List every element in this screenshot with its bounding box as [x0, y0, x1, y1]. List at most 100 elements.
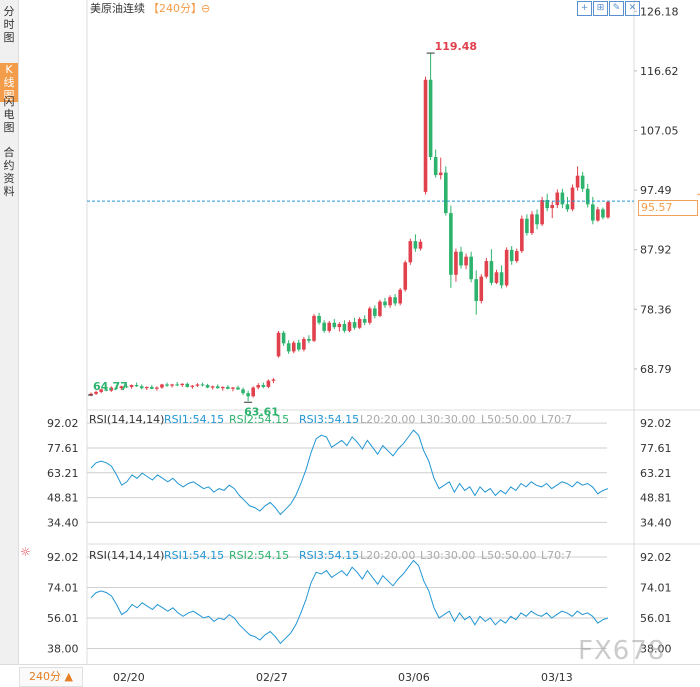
candle-body [175, 384, 179, 386]
candle-body [590, 204, 595, 221]
rsi-legend-item: RSI3:54.15 [299, 549, 359, 562]
candle-body [327, 322, 332, 331]
rsi-y-tick-label: 77.61 [640, 442, 672, 455]
candle-body [200, 384, 205, 386]
min-price-label: 63.61 [244, 405, 279, 418]
candle-body [570, 187, 575, 210]
draw-icon[interactable]: ✎ [609, 1, 624, 16]
rsi-title: RSI(14,14,14) [89, 549, 164, 562]
candle-body [509, 249, 514, 262]
candle-body [367, 308, 372, 323]
rsi-y-tick-label: 92.02 [640, 551, 672, 564]
last-price-badge: 95.57 [638, 200, 698, 216]
candle-body [286, 343, 291, 352]
candle-body [246, 393, 250, 397]
candle-body [226, 386, 230, 389]
candle-body [337, 324, 342, 328]
candle-body [388, 297, 392, 306]
y-tick-label: 87.92 [640, 244, 672, 257]
candle-body [606, 201, 610, 218]
y-tick-label: 107.05 [640, 125, 679, 138]
candle-body [134, 385, 139, 387]
candle-body [261, 385, 266, 387]
max-price-label: 119.48 [435, 40, 477, 53]
candle-body [580, 175, 585, 189]
candle-body [302, 338, 306, 350]
rsi-left-tick-label: 48.81 [47, 492, 79, 505]
rsi-legend-item: L70:7 [541, 549, 572, 562]
sidebar-tab-2[interactable]: 闪电图 [3, 95, 15, 134]
rsi-left-tick-label: 92.02 [47, 417, 79, 430]
candle-body [449, 213, 453, 275]
y-tick-label: 78.36 [640, 303, 672, 316]
candle-body [205, 385, 210, 388]
rsi-legend-item: RSI3:54.15 [299, 413, 359, 426]
rsi-left-tick-label: 77.61 [47, 442, 79, 455]
close-icon[interactable]: ✕ [625, 1, 640, 16]
candle-body [459, 251, 463, 266]
y-tick-label: 116.62 [640, 65, 679, 78]
watermark: FX678 [578, 636, 666, 666]
candle-body [514, 251, 519, 262]
rsi-line [90, 429, 609, 516]
candle-body [575, 175, 580, 188]
candle-body [241, 389, 245, 394]
period-selector-button[interactable]: 240分 ▲ [19, 667, 83, 687]
candle-body [530, 214, 534, 234]
candle-body [357, 319, 362, 328]
x-tick-label: 02/20 [113, 671, 145, 684]
rsi-legend-item: L20:20.00 [360, 413, 415, 426]
candle-body [408, 241, 413, 263]
candle-body [89, 393, 93, 396]
sidebar-tab-0[interactable]: 分时图 [3, 5, 15, 44]
candle-body [160, 384, 164, 388]
candle-body [373, 308, 377, 316]
candle-body [393, 297, 397, 304]
rsi-legend-item: L70:7 [541, 413, 572, 426]
y-tick-label: 68.79 [640, 363, 672, 376]
candle-body [291, 342, 296, 352]
rsi-left-tick-label: 63.21 [47, 467, 79, 480]
candle-body [423, 79, 428, 192]
candle-body [489, 261, 494, 283]
sidebar-tab-3[interactable]: 合约资料 [3, 146, 15, 198]
rsi-legend-item: RSI1:54.15 [164, 413, 224, 426]
candle-body [454, 251, 458, 275]
candle-body [433, 157, 438, 176]
candle-body [444, 172, 448, 214]
rsi-legend-item: L20:20.00 [360, 549, 415, 562]
rsi-y-tick-label: 34.40 [640, 516, 672, 529]
candle-body [378, 301, 382, 316]
candle-body [469, 256, 473, 280]
candle-body [317, 315, 321, 323]
sidebar-tab-1[interactable]: K线图 [0, 63, 18, 102]
candle-body [464, 256, 468, 266]
candle-body [180, 383, 185, 386]
candle-body [155, 387, 159, 389]
x-tick-label: 02/27 [256, 671, 288, 684]
rsi-left-tick-label: 92.02 [47, 551, 79, 564]
rsi-legend-item: L50:50.00 [481, 549, 536, 562]
rsi-legend-item: L50:50.00 [481, 413, 536, 426]
candle-body [150, 386, 154, 389]
candle-body [398, 289, 402, 304]
candle-body [428, 79, 433, 158]
chart-title: 美原油连续 [90, 1, 145, 15]
zoom-icon[interactable]: ⊞ [593, 1, 608, 16]
candle-body [585, 188, 590, 205]
candle-body [94, 391, 98, 394]
candle-body [520, 218, 524, 252]
plus-icon[interactable]: + [577, 1, 592, 16]
rsi-legend-item: RSI2:54.15 [229, 413, 289, 426]
candle-body [535, 214, 539, 225]
last-price-marker: ⌃ [695, 193, 700, 203]
candle-body [347, 322, 352, 331]
candle-body [114, 387, 119, 389]
candle-body [139, 386, 144, 389]
candle-body [170, 384, 174, 386]
candle-body [601, 209, 605, 218]
candle-body [144, 386, 149, 389]
candle-body [418, 241, 423, 249]
candle-body [413, 241, 418, 249]
candle-body [109, 387, 114, 391]
